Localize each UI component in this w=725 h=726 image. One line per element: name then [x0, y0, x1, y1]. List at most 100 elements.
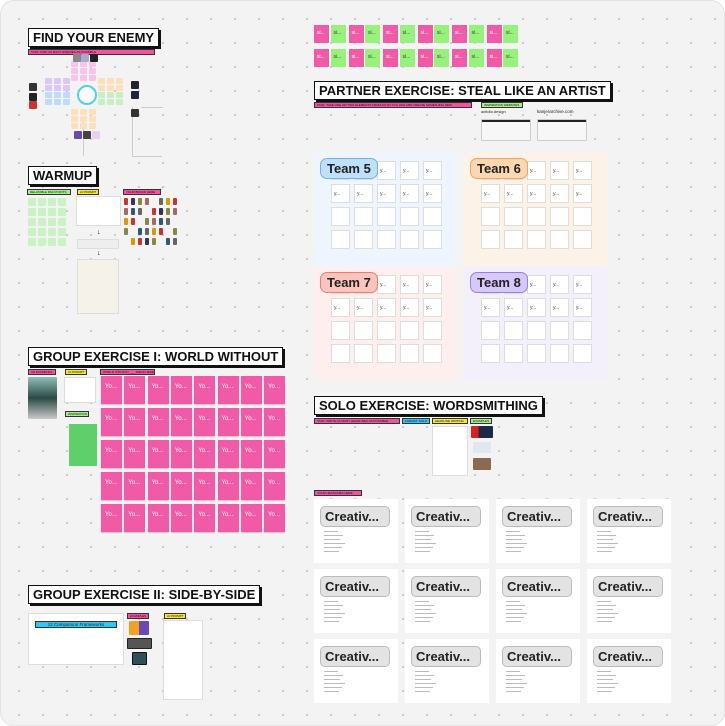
idea-sticky[interactable]: Yo...	[217, 376, 239, 404]
team-cell[interactable]	[377, 230, 396, 249]
brand-image[interactable]	[152, 238, 156, 245]
sticky-note[interactable]: si...	[434, 25, 449, 43]
enemy-sticky[interactable]	[54, 85, 61, 91]
idea-sticky[interactable]: Yo...	[147, 376, 169, 404]
idea-sticky[interactable]: Yo...	[217, 504, 239, 532]
team-cell[interactable]	[481, 344, 500, 363]
idea-sticky[interactable]: Yo...	[217, 472, 239, 500]
enemy-sticky[interactable]	[89, 61, 96, 67]
team-cell[interactable]	[400, 230, 419, 249]
enemy-image[interactable]	[83, 131, 91, 139]
brand-image[interactable]	[159, 198, 163, 205]
sticky-note[interactable]: si...	[452, 49, 467, 67]
team-cell[interactable]	[423, 207, 442, 226]
pain-point-sticky[interactable]	[38, 228, 46, 236]
team-cell[interactable]: y...	[354, 298, 373, 317]
team-cell[interactable]: y...	[481, 184, 500, 203]
sticky-note[interactable]: si...	[434, 49, 449, 67]
enemy-sticky[interactable]	[54, 99, 61, 105]
sticky-note[interactable]: si...	[417, 25, 433, 43]
headline-card-title[interactable]: Creativ...	[411, 646, 481, 667]
brand-image[interactable]	[173, 208, 177, 215]
prompt-box[interactable]	[77, 239, 119, 249]
brand-image[interactable]	[145, 198, 149, 205]
brand-image[interactable]	[145, 218, 149, 225]
idea-sticky[interactable]: Yo...	[101, 472, 122, 500]
idea-sticky[interactable]: Yo...	[194, 504, 216, 532]
team-cell[interactable]	[354, 230, 373, 249]
enemy-sticky[interactable]	[80, 109, 87, 115]
team-cell[interactable]: y...	[377, 275, 396, 294]
brand-image[interactable]	[173, 238, 177, 245]
team-cell[interactable]	[550, 230, 569, 249]
website-link[interactable]: adfolio.design	[481, 109, 506, 114]
ai-prompt-doc[interactable]	[64, 377, 96, 403]
team-cell[interactable]	[573, 321, 592, 340]
pain-point-sticky[interactable]	[28, 218, 36, 226]
enemy-sticky[interactable]	[54, 78, 61, 84]
sticky-note[interactable]: si...	[365, 25, 380, 43]
team-cell[interactable]: y...	[504, 298, 523, 317]
idea-sticky[interactable]: Yo...	[124, 472, 146, 500]
team-cell[interactable]: y...	[527, 298, 546, 317]
pain-point-sticky[interactable]	[48, 228, 56, 236]
enemy-sticky[interactable]	[63, 99, 70, 105]
enemy-sticky[interactable]	[63, 92, 70, 98]
team-cell[interactable]	[481, 207, 500, 226]
pain-point-sticky[interactable]	[28, 198, 36, 206]
team-cell[interactable]	[504, 321, 523, 340]
sticky-note[interactable]: si...	[348, 25, 364, 43]
enemy-image[interactable]	[29, 101, 37, 109]
headline-card-title[interactable]: Creativ...	[320, 646, 390, 667]
idea-sticky[interactable]: Yo...	[264, 440, 286, 468]
sticky-note[interactable]: si...	[383, 49, 398, 67]
headline-writing-doc[interactable]	[432, 426, 468, 476]
brand-image[interactable]	[131, 198, 135, 205]
idea-sticky[interactable]: Yo...	[101, 408, 122, 436]
enemy-sticky[interactable]	[80, 61, 87, 67]
brand-image[interactable]	[166, 238, 170, 245]
pain-point-sticky[interactable]	[28, 208, 36, 216]
team-cell[interactable]: y...	[504, 184, 523, 203]
brand-image[interactable]	[166, 198, 170, 205]
brand-image[interactable]	[159, 208, 163, 215]
sticky-note[interactable]: si...	[330, 25, 346, 43]
inspiration-sticky[interactable]	[69, 424, 97, 466]
enemy-sticky[interactable]	[45, 78, 52, 84]
example-image[interactable]	[129, 621, 149, 635]
team-cell[interactable]	[423, 321, 442, 340]
headline-card-title[interactable]: Creativ...	[502, 506, 572, 527]
pain-point-sticky[interactable]	[38, 198, 46, 206]
team-cell[interactable]: y...	[377, 161, 396, 180]
sticky-note[interactable]: si...	[383, 25, 398, 43]
pain-point-sticky[interactable]	[28, 238, 36, 246]
team-cell[interactable]	[377, 321, 396, 340]
enemy-image[interactable]	[92, 131, 100, 139]
idea-sticky[interactable]: Yo...	[194, 408, 216, 436]
team-label[interactable]: Team 6	[470, 158, 528, 179]
pain-point-sticky[interactable]	[48, 238, 56, 246]
brand-image[interactable]	[152, 208, 156, 215]
sticky-note[interactable]: si...	[365, 49, 380, 67]
team-cell[interactable]: y...	[331, 298, 350, 317]
brand-image[interactable]	[159, 218, 163, 225]
enemy-sticky[interactable]	[71, 68, 78, 74]
brand-image[interactable]	[131, 218, 135, 225]
idea-sticky[interactable]: Yo...	[124, 408, 146, 436]
enemy-sticky[interactable]	[116, 78, 123, 84]
pain-point-sticky[interactable]	[28, 228, 36, 236]
enemy-sticky[interactable]	[80, 68, 87, 74]
pain-point-sticky[interactable]	[58, 228, 66, 236]
team-cell[interactable]	[354, 207, 373, 226]
enemy-sticky[interactable]	[98, 92, 105, 98]
pain-point-sticky[interactable]	[48, 218, 56, 226]
brand-image[interactable]	[138, 238, 142, 245]
team-cell[interactable]: y...	[377, 298, 396, 317]
idea-sticky[interactable]: Yo...	[124, 440, 146, 468]
pain-point-sticky[interactable]	[58, 218, 66, 226]
team-cell[interactable]	[573, 230, 592, 249]
example-image[interactable]	[471, 426, 493, 438]
team-cell[interactable]: y...	[400, 184, 419, 203]
brand-image[interactable]	[145, 228, 149, 235]
